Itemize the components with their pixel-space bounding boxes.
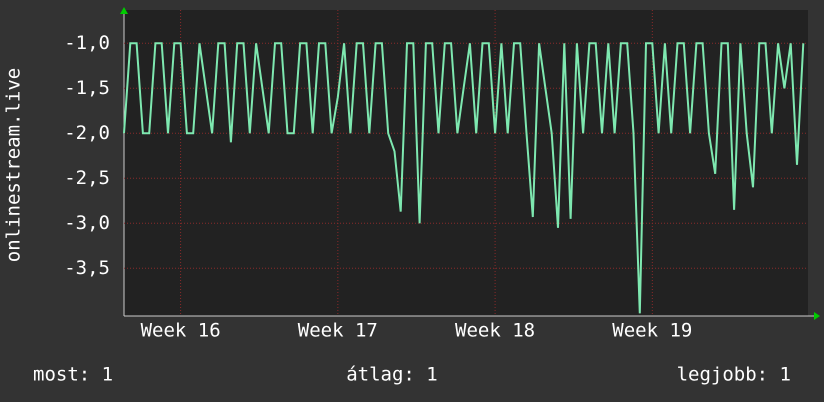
x-tick-label: Week 16: [141, 320, 221, 342]
y-tick-label: -2,0: [64, 122, 110, 144]
x-tick-label: Week 17: [298, 320, 378, 342]
x-tick-label: Week 18: [455, 320, 535, 342]
plot-area: [124, 10, 808, 316]
y-tick-label: -3,0: [64, 212, 110, 234]
x-tick-label: Week 19: [612, 320, 692, 342]
stat-average: átlag: 1: [346, 364, 438, 386]
x-arrow: [814, 312, 820, 320]
y-tick-label: -1,5: [64, 77, 110, 99]
y-tick-label: -3,5: [64, 257, 110, 279]
y-axis-label: onlinestream.live: [3, 68, 25, 262]
y-arrow: [120, 7, 128, 14]
stat-max: legjobb: 1: [677, 364, 791, 386]
stat-current: most: 1: [33, 364, 113, 386]
y-tick-label: -1,0: [64, 32, 110, 54]
data-line: [123, 42, 805, 314]
y-tick-label: -2,5: [64, 167, 110, 189]
